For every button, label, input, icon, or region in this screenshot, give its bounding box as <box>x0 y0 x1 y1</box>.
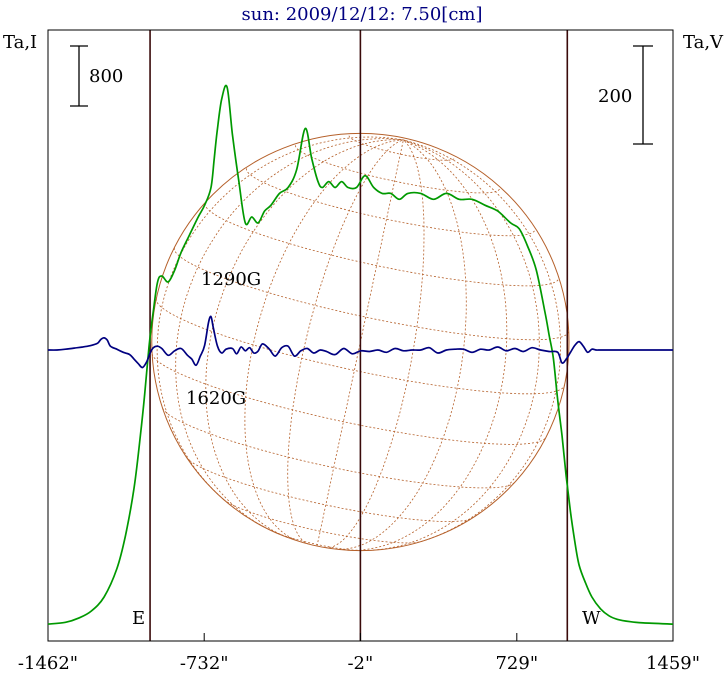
meridian-line <box>244 139 404 541</box>
meridian-line <box>287 139 404 545</box>
intensity-scale-label: 800 <box>89 66 123 87</box>
series-group <box>47 84 674 625</box>
x-tick-label: 729" <box>495 653 538 674</box>
meridian-line <box>338 139 467 550</box>
parallel-line <box>186 457 473 522</box>
x-tick-label: -2" <box>347 653 373 674</box>
east-limb-label: E <box>132 608 145 629</box>
parallel-line <box>204 203 559 287</box>
polarization-scale-bar: 200 <box>598 45 653 145</box>
west-limb-label: W <box>582 608 601 629</box>
meridian-line <box>347 139 508 551</box>
annotation-1620g: 1620G <box>186 388 246 409</box>
meridian-line <box>403 139 562 542</box>
polarization-scale-label: 200 <box>598 86 632 107</box>
right-axis-label: Ta,V <box>683 32 724 53</box>
x-axis-ticks: -1462" -732" -2" 729" 1459" <box>18 633 700 674</box>
parallel-line <box>174 247 569 341</box>
parallel-line <box>223 499 422 544</box>
polarization-series-line <box>47 315 673 369</box>
left-axis-label: Ta,I <box>3 32 37 53</box>
chart-title: sun: 2009/12/12: 7.50[cm] <box>241 4 482 25</box>
meridian-line <box>156 136 404 500</box>
meridian-line <box>325 139 425 549</box>
parallel-line <box>245 168 536 237</box>
parallel-line <box>155 298 565 395</box>
meridian-line <box>175 138 404 528</box>
parallel-line <box>162 408 515 489</box>
vertical-markers <box>149 30 569 641</box>
parallel-line <box>273 531 363 551</box>
parallel-line <box>295 145 500 194</box>
x-tick-label: 1459" <box>646 653 700 674</box>
intensity-scale-bar: 800 <box>70 45 123 107</box>
meridian-line <box>205 139 404 538</box>
annotation-1290g: 1290G <box>201 269 261 290</box>
x-tick-label: -1462" <box>18 653 78 674</box>
x-tick-label: -732" <box>180 653 229 674</box>
parallel-line <box>151 353 547 445</box>
parallel-line <box>348 135 456 161</box>
intensity-series-line <box>47 84 674 625</box>
meridian-line <box>316 139 404 547</box>
